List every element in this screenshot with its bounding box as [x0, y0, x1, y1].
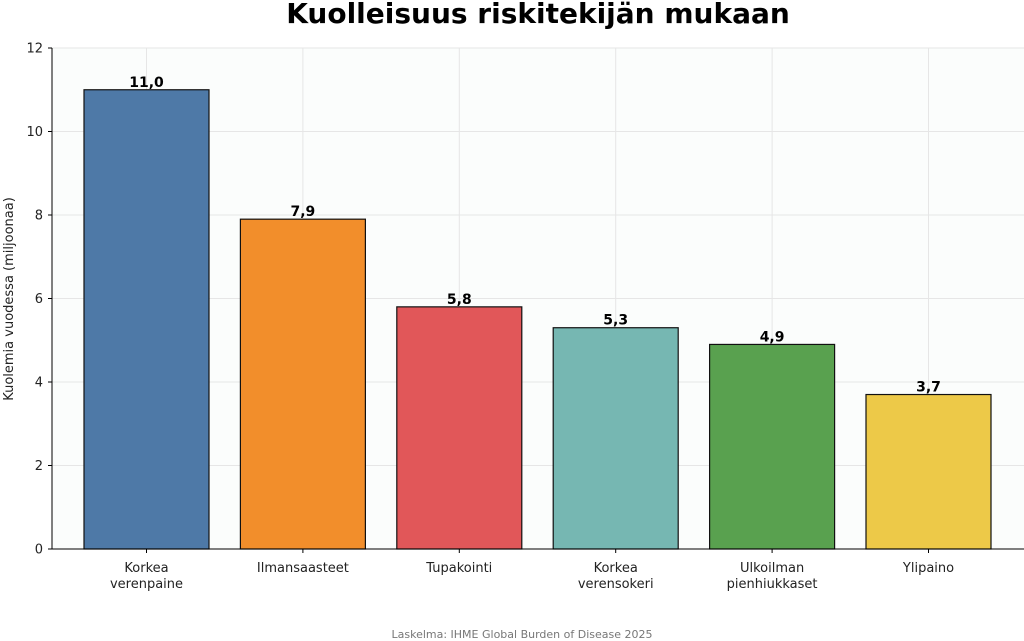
y-tick-label: 12: [26, 42, 43, 57]
bar-value-label: 5,3: [603, 313, 628, 329]
y-axis-label: Kuolemia vuodessa (miljoonaa): [2, 197, 17, 401]
bar-value-label: 4,9: [760, 329, 785, 345]
y-tick-label: 8: [35, 209, 43, 224]
x-tick-label: Korkea: [594, 561, 638, 576]
y-axis-ticks: 0 2 4 6 8 10 12: [26, 42, 52, 558]
bar: [83, 89, 210, 550]
bar: [396, 306, 523, 550]
y-tick-label: 10: [26, 125, 43, 140]
y-tick-label: 2: [35, 459, 43, 474]
chart-title: Kuolleisuus riskitekijän mukaan: [286, 0, 790, 30]
bar: [239, 218, 366, 550]
x-tick-label: Tupakointi: [425, 561, 492, 576]
y-tick-label: 4: [35, 376, 43, 391]
x-tick-label: Ulkoilman: [740, 561, 804, 576]
x-tick-label: Ilmansaasteet: [257, 561, 349, 576]
bar: [708, 343, 836, 550]
bar-value-label: 7,9: [290, 204, 315, 220]
x-tick-label: verensokeri: [578, 577, 654, 592]
x-tick-label: pienhiukkaset: [727, 577, 818, 592]
source-note: Laskelma: IHME Global Burden of Disease …: [391, 628, 652, 641]
bar-value-label: 3,7: [916, 380, 941, 396]
y-tick-label: 6: [35, 292, 43, 307]
y-tick-label: 0: [35, 543, 43, 558]
bar-value-label: 5,8: [447, 292, 472, 308]
bars: [83, 89, 992, 550]
bar: [865, 393, 992, 550]
x-tick-label: Korkea: [124, 561, 168, 576]
x-tick-label: verenpaine: [110, 577, 183, 592]
bar: [552, 327, 679, 550]
x-tick-label: Ylipaino: [902, 561, 954, 576]
value-labels: 11,0 7,9 5,8 5,3 4,9 3,7: [129, 75, 941, 396]
bar-value-label: 11,0: [129, 75, 164, 91]
